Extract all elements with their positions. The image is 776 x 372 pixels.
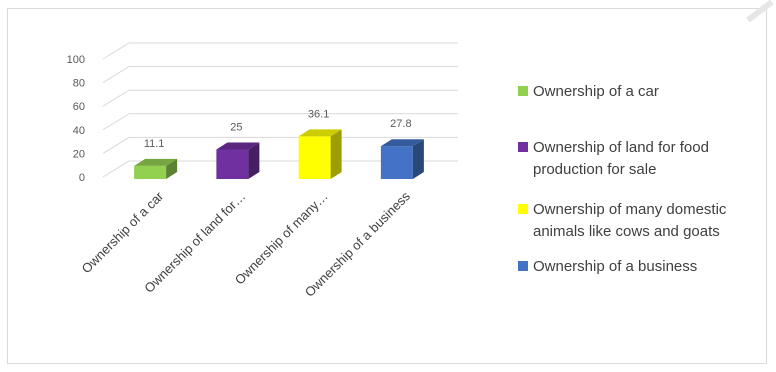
x-tick-label: Ownership of many… xyxy=(232,189,331,288)
y-tick-label: 100 xyxy=(67,54,85,66)
bar xyxy=(298,129,342,179)
bars xyxy=(134,129,424,179)
gridline xyxy=(102,89,458,107)
gridline xyxy=(102,42,458,60)
legend-label: animals like cows and goats xyxy=(533,223,720,240)
chart-frame: 0 20 40 60 80 100 11.1 25 36.1 27.8 Ownership of… xyxy=(7,8,767,364)
gridline xyxy=(102,66,458,84)
data-label: 36.1 xyxy=(308,108,329,120)
data-label: 11.1 xyxy=(144,138,165,150)
legend-swatch xyxy=(518,142,528,152)
legend-label: Ownership of a car xyxy=(533,83,659,100)
data-label: 25 xyxy=(230,122,242,134)
legend-label: production for sale xyxy=(533,161,656,178)
y-tick-label: 0 xyxy=(79,172,85,184)
bar xyxy=(380,139,424,179)
legend-entry: Ownership of many domestic animals like c… xyxy=(518,201,727,240)
x-tick-label: Ownership of a car xyxy=(78,188,166,276)
legend-label: Ownership of a business xyxy=(533,258,697,275)
data-labels: 11.1 25 36.1 27.8 xyxy=(144,108,412,149)
gridline xyxy=(102,160,458,178)
y-tick-label: 60 xyxy=(73,101,85,113)
chart: 0 20 40 60 80 100 11.1 25 36.1 27.8 Ownership of… xyxy=(67,42,727,300)
y-tick-label: 20 xyxy=(73,148,85,160)
data-label: 27.8 xyxy=(390,118,411,130)
legend: Ownership of a car Ownership of land for … xyxy=(518,83,727,275)
y-tick-label: 40 xyxy=(73,125,85,137)
y-tick-label: 80 xyxy=(73,78,85,90)
gridline xyxy=(102,136,458,154)
legend-swatch xyxy=(518,261,528,271)
bar xyxy=(134,158,178,179)
gridlines xyxy=(102,42,458,178)
corner-decoration xyxy=(746,0,774,23)
legend-swatch xyxy=(518,86,528,96)
legend-label: Ownership of many domestic xyxy=(533,201,727,218)
gridline xyxy=(102,113,458,131)
bar xyxy=(216,142,260,179)
legend-entry: Ownership of land for food production for… xyxy=(518,139,709,178)
legend-entry: Ownership of a car xyxy=(518,83,659,100)
legend-label: Ownership of land for food xyxy=(533,139,709,156)
legend-swatch xyxy=(518,204,528,214)
y-axis-ticks: 0 20 40 60 80 100 xyxy=(67,54,85,184)
legend-entry: Ownership of a business xyxy=(518,258,697,275)
